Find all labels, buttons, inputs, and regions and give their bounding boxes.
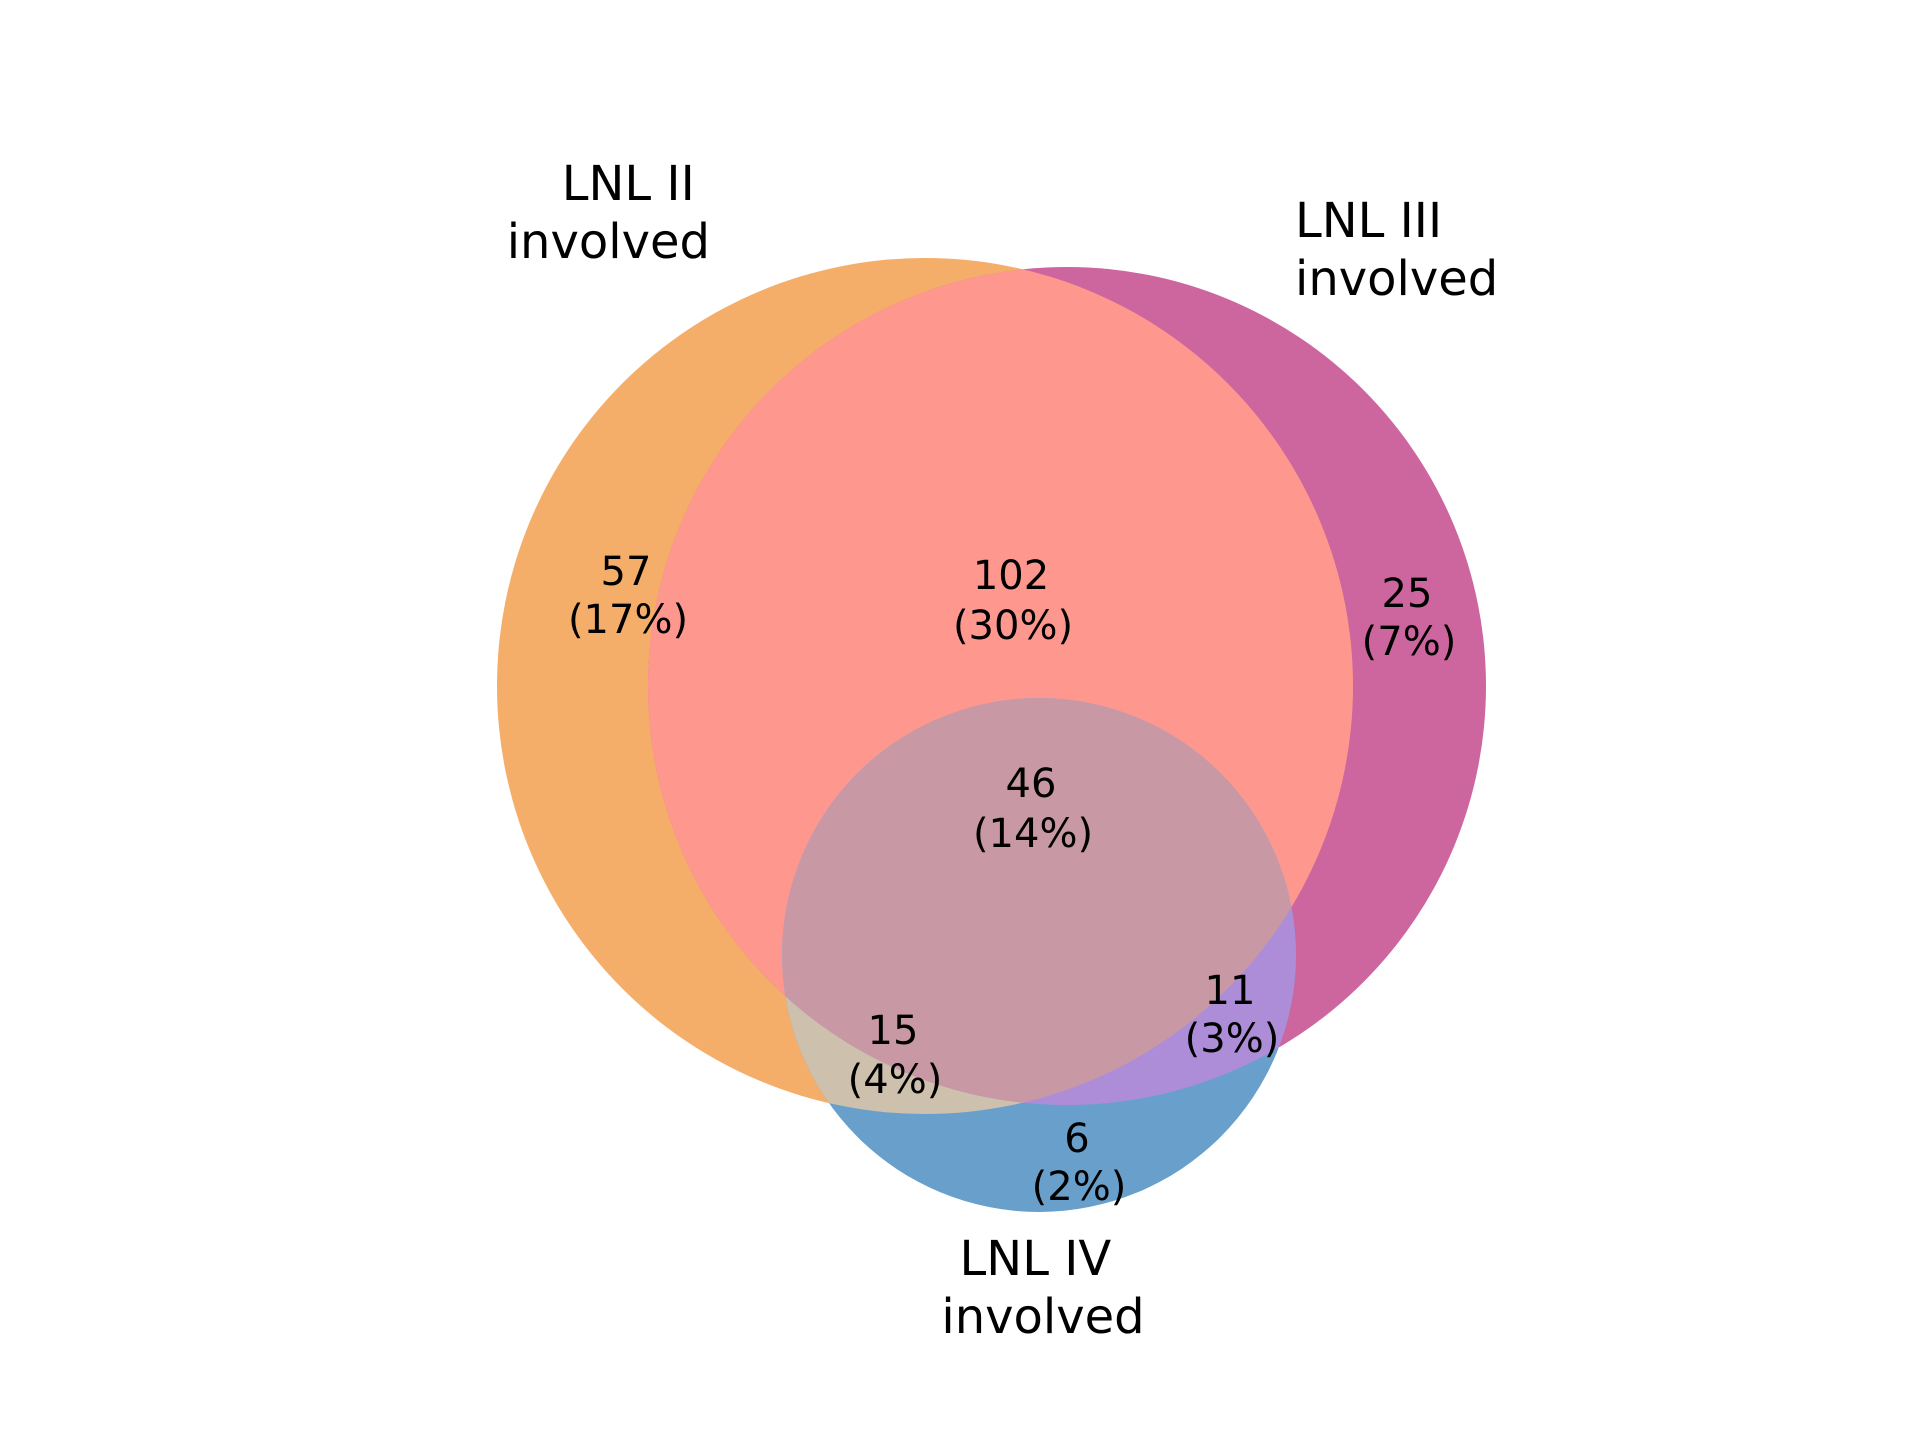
set-label-lnl-iv: LNL IV involved: [941, 1231, 1144, 1345]
region-label-lnl-ii-iii: 102 (30%): [953, 553, 1073, 649]
region-label-lnl-ii-iii-iv: 46 (14%): [973, 761, 1093, 857]
set-label-lnl-ii: LNL II involved: [507, 156, 710, 270]
region-label-lnl-iii-only: 25 (7%): [1362, 571, 1457, 665]
region-label-lnl-iv-only: 6 (2%): [1032, 1116, 1127, 1210]
region-label-lnl-iii-iv: 11 (3%): [1185, 968, 1280, 1062]
set-label-lnl-iii: LNL III involved: [1295, 193, 1498, 307]
region-label-lnl-ii-iv: 15 (4%): [848, 1008, 943, 1103]
region-label-lnl-ii-only: 57 (17%): [568, 549, 688, 643]
